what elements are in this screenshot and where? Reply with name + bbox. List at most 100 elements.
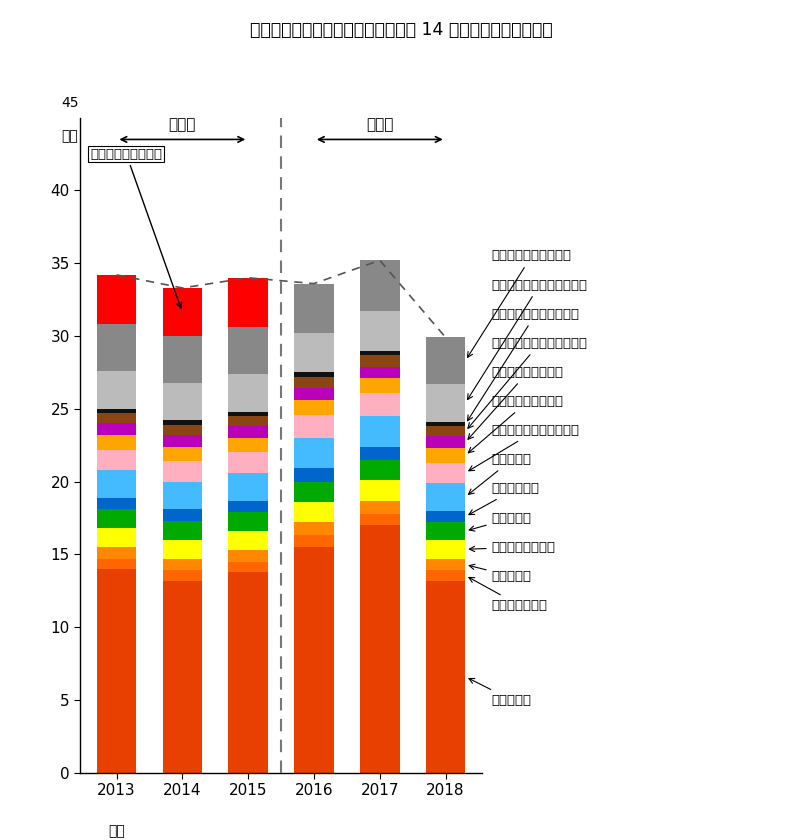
Bar [162, 521, 202, 540]
Text: 富雄公民館元町分館: 富雄公民館元町分館 [468, 395, 563, 453]
Bar [96, 409, 136, 413]
Bar [162, 421, 202, 425]
Bar [294, 547, 334, 773]
Bar [228, 412, 268, 416]
Bar [228, 473, 268, 501]
Bar [96, 470, 136, 497]
Bar [294, 400, 334, 415]
Bar [359, 447, 399, 459]
Text: 伏見公民館: 伏見公民館 [468, 454, 531, 495]
Bar [425, 463, 465, 483]
Bar [359, 393, 399, 416]
Text: 西部公民館: 西部公民館 [468, 679, 531, 706]
Bar [96, 275, 136, 324]
Text: 西部公民館学園大和分館: 西部公民館学園大和分館 [468, 424, 579, 470]
Bar [228, 278, 268, 328]
Bar [359, 480, 399, 501]
Bar [96, 509, 136, 528]
Bar [425, 522, 465, 540]
Bar [96, 569, 136, 773]
Bar [294, 377, 334, 388]
Bar [359, 312, 399, 350]
Bar [359, 513, 399, 525]
Bar [162, 580, 202, 773]
Bar [162, 559, 202, 570]
Bar [359, 501, 399, 513]
Bar [359, 260, 399, 312]
Bar [359, 416, 399, 447]
Bar [228, 550, 268, 562]
Text: 二名公民館二名分館: 二名公民館二名分館 [468, 366, 563, 439]
Bar [294, 522, 334, 535]
Bar [228, 572, 268, 773]
Bar [96, 559, 136, 569]
Bar [425, 338, 465, 384]
Bar [228, 426, 268, 438]
Bar [162, 509, 202, 521]
Bar [425, 437, 465, 448]
Bar [425, 511, 465, 522]
Bar [425, 540, 465, 559]
Bar [162, 425, 202, 435]
Bar [96, 547, 136, 559]
Bar [359, 525, 399, 773]
Text: 伏見公民館あやめ池分館: 伏見公民館あやめ池分館 [467, 307, 579, 421]
Bar [294, 388, 334, 400]
Bar [359, 355, 399, 366]
Bar [96, 528, 136, 547]
Bar [425, 559, 465, 570]
Text: 二名公民館西登美ケ丘分館: 二名公民館西登美ケ丘分館 [468, 337, 587, 428]
Text: 廃止後: 廃止後 [366, 117, 393, 132]
Bar [162, 336, 202, 382]
Text: 二名公民館: 二名公民館 [468, 564, 531, 583]
Bar [294, 333, 334, 372]
Text: 登美ケ丘公民館: 登美ケ丘公民館 [468, 577, 547, 612]
Text: 西奈良県民センター廃止前後の周辺 14 施設の利用者数の推移: 西奈良県民センター廃止前後の周辺 14 施設の利用者数の推移 [250, 21, 552, 39]
Bar [228, 512, 268, 531]
Bar [294, 502, 334, 522]
Bar [228, 501, 268, 512]
Text: とみの里地域ふれあい会館: とみの里地域ふれあい会館 [467, 279, 587, 400]
Text: 年度: 年度 [108, 824, 125, 837]
Bar [228, 531, 268, 550]
Bar [294, 481, 334, 502]
Bar [359, 350, 399, 355]
Bar [162, 570, 202, 580]
Text: 富雄公民館: 富雄公民館 [468, 512, 531, 531]
Bar [425, 570, 465, 580]
Bar [96, 413, 136, 423]
Text: 万人: 万人 [62, 129, 79, 144]
Bar [96, 423, 136, 435]
Bar [294, 372, 334, 377]
Bar [96, 449, 136, 470]
Text: 青和地域ふれあい会館: 青和地域ふれあい会館 [467, 249, 571, 357]
Bar [425, 384, 465, 422]
Text: 45: 45 [61, 97, 79, 110]
Bar [294, 535, 334, 547]
Bar [228, 374, 268, 412]
Bar [228, 438, 268, 453]
Text: 西奈良県民センター: 西奈良県民センター [90, 148, 181, 308]
Bar [162, 382, 202, 421]
Bar [228, 416, 268, 426]
Bar [96, 371, 136, 409]
Text: 登美ケ丘南公民館: 登美ケ丘南公民館 [469, 541, 555, 554]
Bar [228, 453, 268, 473]
Bar [294, 284, 334, 333]
Bar [294, 438, 334, 469]
Bar [425, 448, 465, 463]
Bar [96, 497, 136, 509]
Bar [359, 459, 399, 480]
Text: 廃止前: 廃止前 [168, 117, 196, 132]
Bar [294, 415, 334, 438]
Text: 平城西公民館: 平城西公民館 [468, 482, 539, 515]
Bar [425, 483, 465, 511]
Bar [359, 366, 399, 378]
Bar [162, 481, 202, 509]
Bar [425, 580, 465, 773]
Bar [359, 378, 399, 393]
Bar [96, 324, 136, 371]
Bar [96, 435, 136, 449]
Bar [162, 461, 202, 481]
Bar [162, 447, 202, 461]
